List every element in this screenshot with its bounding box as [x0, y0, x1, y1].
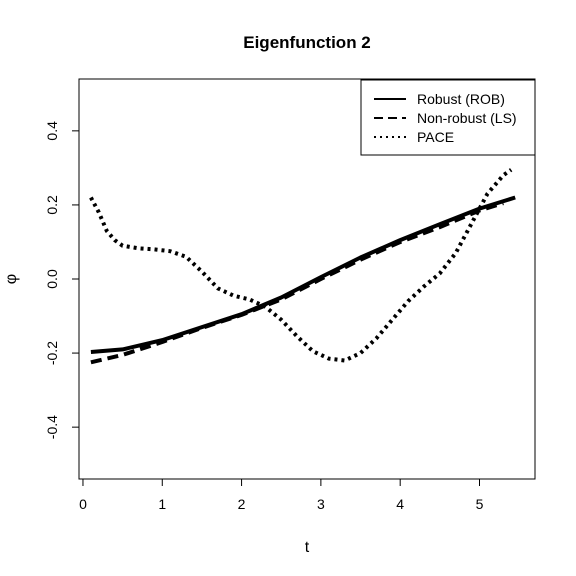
legend-label-pace: PACE [417, 129, 454, 145]
y-tick-label: -0.2 [44, 341, 60, 365]
x-tick-label: 0 [79, 496, 87, 512]
legend-label-ls: Non-robust (LS) [417, 110, 517, 126]
x-tick-label: 5 [476, 496, 484, 512]
y-tick-label: -0.4 [44, 415, 60, 439]
x-tick-label: 1 [158, 496, 166, 512]
x-tick-label: 4 [396, 496, 404, 512]
legend: Robust (ROB) Non-robust (LS) PACE [361, 80, 535, 155]
y-tick-label: 0.0 [44, 269, 60, 289]
x-axis-label: t [305, 539, 310, 556]
y-tick-label: 0.2 [44, 195, 60, 215]
y-axis-label: φ [3, 274, 20, 284]
x-tick-label: 3 [317, 496, 325, 512]
chart-title: Eigenfunction 2 [243, 33, 371, 52]
y-tick-label: 0.4 [44, 121, 60, 141]
x-tick-label: 2 [238, 496, 246, 512]
legend-label-rob: Robust (ROB) [417, 91, 505, 107]
